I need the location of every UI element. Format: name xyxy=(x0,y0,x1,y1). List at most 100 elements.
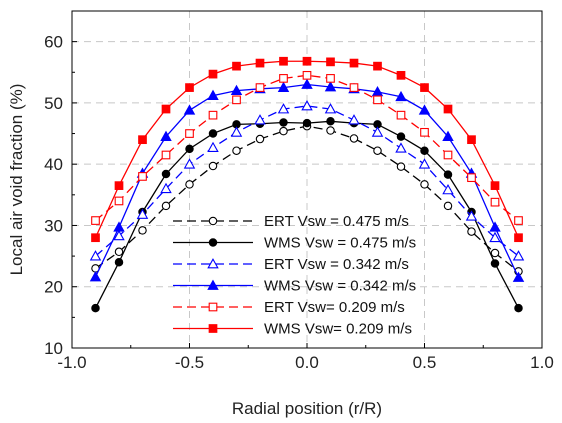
data-point xyxy=(138,135,147,145)
data-point xyxy=(160,182,172,194)
data-point xyxy=(443,150,453,160)
data-point xyxy=(396,110,406,120)
data-point xyxy=(113,229,125,241)
data-point xyxy=(185,180,194,189)
data-point xyxy=(232,146,241,155)
data-point xyxy=(138,172,147,181)
data-point xyxy=(207,141,219,153)
legend-entry: WMS Vsw = 0.342 m/s xyxy=(173,278,416,295)
x-axis-title: Radial position (r/R) xyxy=(232,399,382,418)
legend-entry: WMS Vsw = 0.475 m/s xyxy=(173,235,416,252)
data-point xyxy=(302,70,312,80)
data-point xyxy=(208,302,218,312)
data-point xyxy=(443,201,453,211)
y-tick-label: 40 xyxy=(44,155,63,174)
data-point xyxy=(160,130,172,141)
data-point xyxy=(418,158,431,169)
data-point xyxy=(207,258,219,269)
data-point xyxy=(185,129,194,138)
data-point xyxy=(255,58,265,68)
data-point xyxy=(91,216,100,225)
data-point xyxy=(185,144,194,154)
data-point xyxy=(467,227,476,236)
data-point xyxy=(326,117,335,126)
data-point xyxy=(396,70,406,80)
data-point xyxy=(161,169,171,179)
data-point xyxy=(396,162,406,171)
data-point xyxy=(420,180,429,189)
legend-entry: ERT Vsw = 0.342 m/s xyxy=(173,256,409,273)
y-tick-label: 50 xyxy=(44,94,63,113)
data-point xyxy=(418,104,431,115)
series-layer xyxy=(89,56,525,313)
data-point xyxy=(326,57,335,67)
data-point xyxy=(277,81,290,92)
data-point xyxy=(232,61,241,71)
legend-label: WMS Vsw= 0.209 m/s xyxy=(264,321,412,338)
data-point xyxy=(324,81,337,92)
data-point xyxy=(514,303,523,313)
legend-label: ERT Vsw= 0.209 m/s xyxy=(264,299,405,316)
y-tick-label: 60 xyxy=(44,33,63,52)
data-point xyxy=(373,95,382,105)
axis-ticks: -1.0 -0.5 0.0 0.5 1.0 10 20 30 40 50 60 xyxy=(44,33,554,372)
x-tick-label: 1.0 xyxy=(530,353,554,372)
series xyxy=(91,117,523,313)
data-point xyxy=(490,181,500,190)
data-point xyxy=(349,58,359,68)
data-point xyxy=(277,103,290,114)
data-point xyxy=(279,126,288,136)
data-point xyxy=(324,103,337,114)
series xyxy=(91,56,523,243)
data-point xyxy=(255,134,265,144)
data-point xyxy=(208,161,218,171)
data-point xyxy=(302,118,312,128)
data-point xyxy=(114,257,124,267)
data-point xyxy=(136,208,149,219)
legend-label: ERT Vsw = 0.342 m/s xyxy=(264,256,409,273)
data-point xyxy=(396,132,406,141)
data-point xyxy=(420,83,429,92)
x-tick-label: -0.5 xyxy=(175,353,204,372)
y-axis-title: Local air void fraction (%) xyxy=(7,84,26,276)
data-point xyxy=(279,56,288,66)
data-point xyxy=(420,146,429,155)
data-point xyxy=(89,270,102,282)
data-point xyxy=(443,104,453,114)
data-point xyxy=(91,303,100,313)
data-point xyxy=(490,259,500,268)
data-point xyxy=(183,104,196,115)
data-point xyxy=(489,231,501,243)
data-point xyxy=(183,158,196,169)
data-point xyxy=(395,142,407,153)
legend-entry: ERT Vsw= 0.209 m/s xyxy=(173,299,405,316)
y-tick-label: 20 xyxy=(44,278,63,297)
legend-entry: ERT Vsw = 0.475 m/s xyxy=(173,213,409,230)
data-point xyxy=(232,95,241,105)
data-point xyxy=(207,279,219,290)
legend-label: WMS Vsw = 0.475 m/s xyxy=(264,235,416,252)
data-point xyxy=(349,134,359,143)
data-point xyxy=(326,126,335,135)
legend-label: WMS Vsw = 0.342 m/s xyxy=(264,278,416,295)
data-point xyxy=(254,114,266,125)
data-point xyxy=(279,74,288,83)
data-point xyxy=(443,170,453,179)
legend: ERT Vsw = 0.475 m/s WMS Vsw = 0.475 m/s ER… xyxy=(173,213,416,338)
data-point xyxy=(138,226,147,235)
y-tick-label: 30 xyxy=(44,216,63,235)
data-point xyxy=(208,129,218,138)
series xyxy=(89,100,525,261)
data-point xyxy=(373,146,382,155)
data-point xyxy=(514,233,523,243)
data-point xyxy=(114,181,124,190)
data-point xyxy=(512,250,525,261)
data-point xyxy=(91,233,100,243)
data-point xyxy=(442,130,454,141)
data-point xyxy=(161,104,171,114)
data-point xyxy=(114,196,124,206)
data-point xyxy=(255,83,265,92)
data-point xyxy=(208,238,218,247)
